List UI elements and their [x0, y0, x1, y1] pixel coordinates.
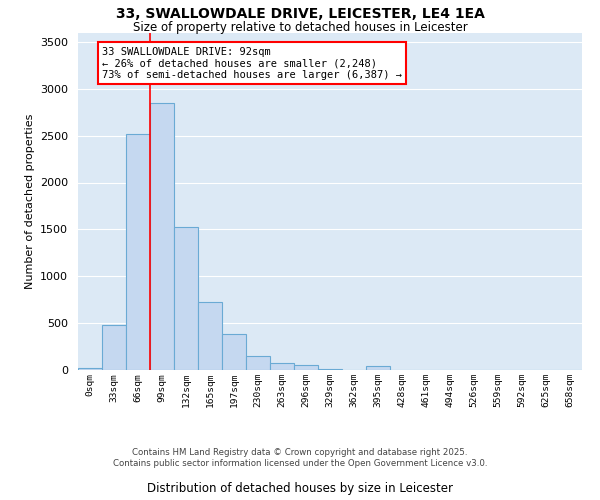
Bar	[126, 134, 150, 370]
Bar	[78, 368, 102, 370]
Bar	[174, 226, 198, 370]
Bar	[198, 302, 222, 370]
Text: Size of property relative to detached houses in Leicester: Size of property relative to detached ho…	[133, 21, 467, 34]
Bar	[222, 334, 246, 370]
Bar	[102, 325, 126, 370]
Bar	[294, 366, 318, 370]
Text: 33, SWALLOWDALE DRIVE, LEICESTER, LE4 1EA: 33, SWALLOWDALE DRIVE, LEICESTER, LE4 1E…	[116, 8, 484, 22]
Bar	[150, 103, 174, 370]
Bar	[318, 369, 342, 370]
Bar	[246, 356, 270, 370]
Bar	[366, 366, 390, 370]
Text: Distribution of detached houses by size in Leicester: Distribution of detached houses by size …	[147, 482, 453, 495]
Bar	[270, 364, 294, 370]
Text: Contains HM Land Registry data © Crown copyright and database right 2025.
Contai: Contains HM Land Registry data © Crown c…	[113, 448, 487, 468]
Y-axis label: Number of detached properties: Number of detached properties	[25, 114, 35, 289]
Text: 33 SWALLOWDALE DRIVE: 92sqm
← 26% of detached houses are smaller (2,248)
73% of : 33 SWALLOWDALE DRIVE: 92sqm ← 26% of det…	[102, 46, 402, 80]
